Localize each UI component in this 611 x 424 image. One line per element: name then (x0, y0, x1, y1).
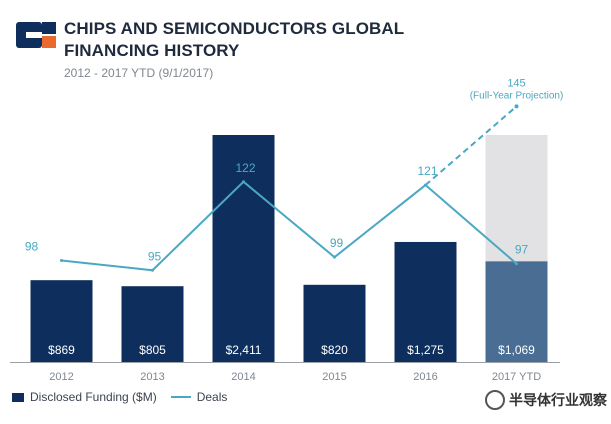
bar-value-label: $869 (48, 343, 75, 357)
projection-caption: (Full-Year Projection) (470, 90, 564, 101)
deals-value-label: 95 (148, 249, 162, 263)
deals-value-label: 121 (417, 164, 437, 178)
chart-subtitle: 2012 - 2017 YTD (9/1/2017) (64, 66, 214, 80)
bar-value-label: $1,069 (498, 343, 535, 357)
deals-point (515, 262, 518, 266)
legend-line-label: Deals (196, 390, 228, 404)
x-tick-label: 2013 (140, 371, 164, 383)
deals-value-label: 97 (515, 243, 529, 257)
deals-value-label: 99 (330, 236, 344, 250)
bar-2017-ytd (485, 261, 548, 362)
deals-point (242, 180, 245, 184)
legend: Disclosed Funding ($M) Deals (12, 390, 227, 404)
deals-point (60, 258, 63, 262)
deals-point (151, 268, 154, 272)
x-tick-label: 2015 (322, 371, 346, 383)
watermark-text: 半导体行业观察 (509, 392, 607, 408)
x-tick-label: 2012 (49, 371, 73, 383)
bar-2012 (30, 280, 93, 362)
deals-value-label: 122 (235, 161, 255, 175)
deals-point (333, 255, 336, 259)
bar-2013 (121, 286, 184, 362)
projection-line (424, 105, 518, 186)
bar-value-label: $820 (321, 343, 348, 357)
bar-2016 (394, 241, 457, 362)
projection-point (514, 104, 519, 109)
legend-line-swatch (170, 396, 191, 398)
deals-value-label: 98 (25, 239, 39, 253)
legend-bars-label: Disclosed Funding ($M) (30, 390, 157, 404)
projection-value-label: 145 (507, 77, 525, 89)
x-tick-label: 2017 YTD (492, 371, 541, 383)
bar-value-label: $805 (139, 343, 166, 357)
wechat-icon (485, 390, 505, 410)
bar-2015 (303, 284, 366, 362)
logo-icon (16, 22, 56, 48)
bar-2014 (212, 135, 275, 362)
bar-value-label: $1,275 (407, 343, 444, 357)
watermark: 半导体行业观察 (485, 390, 607, 410)
x-tick-label: 2014 (231, 371, 255, 383)
deals-line (61, 180, 518, 272)
x-tick-label: 2016 (413, 371, 437, 383)
chart-title: CHIPS AND SEMICONDUCTORS GLOBAL FINANCIN… (64, 19, 404, 60)
bar-value-label: $2,411 (226, 343, 262, 357)
legend-bar-swatch (12, 392, 24, 402)
